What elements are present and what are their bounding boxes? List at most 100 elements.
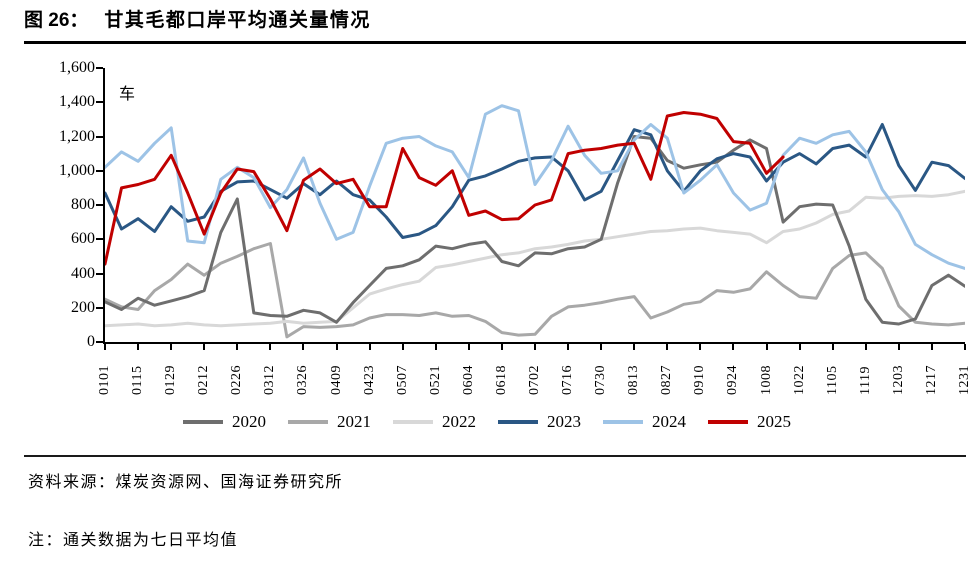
x-tick-label: 0507 [394,365,410,395]
x-tick-label: 0101 [97,365,112,395]
x-tick-label: 0129 [163,365,179,395]
figure-number: 图 26： [24,10,89,31]
x-tick-label: 0827 [659,365,675,395]
x-tick-mark [401,344,404,350]
y-tick-mark [96,67,103,69]
chart-legend: 2020 2021 2022 2023 2024 2025 [0,412,974,432]
x-tick-label: 0423 [361,365,377,395]
x-tick-mark [236,344,239,350]
x-tick-mark [864,344,867,350]
x-tick-label: 1022 [791,365,807,395]
legend-swatch-2024 [603,420,643,424]
x-tick-label: 0326 [295,365,311,395]
legend-item-2021: 2021 [288,412,371,432]
x-tick-label: 0618 [493,365,509,395]
legend-label-2021: 2021 [337,412,371,431]
y-tick-label: 400 [71,264,95,282]
x-tick-mark [203,344,206,350]
legend-item-2025: 2025 [708,412,791,432]
x-tick-label: 0115 [130,365,146,395]
legend-item-2023: 2023 [498,412,581,432]
x-tick-mark [434,344,437,350]
legend-item-2024: 2024 [603,412,686,432]
series-line-2023 [105,123,965,239]
legend-swatch-2020 [183,420,223,424]
x-tick-mark [335,344,338,350]
x-tick-mark [534,344,536,350]
x-tick-mark [104,344,106,350]
x-tick-label: 0226 [229,365,245,395]
legend-label-2024: 2024 [652,412,686,431]
series-line-2024 [105,104,965,270]
x-tick-mark [500,344,503,350]
legend-label-2023: 2023 [547,412,581,431]
x-tick-mark [732,344,735,350]
x-tick-mark [930,344,933,350]
y-tick-mark [96,306,103,309]
x-tick-label: 0813 [626,365,642,395]
x-tick-label: 0409 [328,365,344,395]
x-tick-label: 1203 [890,365,906,395]
x-tick-label: 0312 [262,365,278,395]
x-tick-mark [567,344,570,350]
x-tick-label: 0521 [427,365,443,395]
x-tick-label: 0702 [527,365,542,395]
y-tick-label: 1,000 [59,161,95,179]
figure-title-bar: 图 26： 甘其毛都口岸平均通关量情况 [24,5,966,44]
x-tick-mark [633,344,636,350]
x-tick-mark [964,344,966,350]
x-tick-label: 0730 [593,365,609,395]
x-tick-mark [798,344,801,350]
y-tick-label: 800 [71,196,95,213]
legend-label-2025: 2025 [757,412,791,431]
legend-swatch-2021 [288,420,328,424]
x-tick-mark [600,344,603,350]
x-tick-label: 0604 [460,365,476,395]
y-tick-mark [96,169,103,172]
data-note: 注：通关数据为七日平均值 [28,532,239,549]
series-line-2025 [105,111,785,266]
legend-swatch-2022 [393,420,433,424]
x-tick-mark [467,344,470,350]
x-tick-label: 0910 [692,365,708,395]
x-tick-mark [368,344,371,350]
footer-divider [24,455,966,457]
y-tick-label: 1,400 [59,93,95,111]
y-tick-mark [96,135,103,138]
x-tick-label: 1231 [957,365,972,395]
line-chart: 车 0 200 400 600 800 1,000 1,200 1,400 1,600 0101… [0,40,974,450]
source-note: 资料来源：煤炭资源网、国海证券研究所 [28,474,344,491]
x-tick-label: 1008 [758,365,774,395]
legend-label-2020: 2020 [232,412,266,431]
legend-label-2022: 2022 [442,412,476,431]
y-tick-label: 200 [71,298,95,316]
y-tick-label: 1,600 [59,59,95,76]
x-tick-label: 0212 [196,365,212,395]
y-tick-mark [96,341,103,343]
x-tick-mark [699,344,702,350]
legend-swatch-2023 [498,420,538,424]
y-tick-mark [96,272,103,275]
y-tick-label: 1,200 [59,127,95,145]
x-tick-label: 1105 [824,365,840,395]
y-tick-mark [96,238,103,241]
x-tick-mark [897,344,900,350]
x-tick-mark [666,344,669,350]
legend-item-2020: 2020 [183,412,266,432]
y-tick-mark [96,101,103,104]
x-tick-mark [831,344,834,350]
plot-area [103,68,965,344]
series-line-2022 [105,189,965,328]
figure-title: 甘其毛都口岸平均通关量情况 [104,10,371,31]
x-tick-label: 1217 [923,365,939,395]
x-tick-label: 1119 [857,366,873,395]
x-tick-label: 0924 [725,365,741,395]
chart-series-canvas [105,104,965,339]
series-line-2021 [105,242,965,339]
legend-item-2022: 2022 [393,412,476,432]
y-axis-unit-label: 车 [119,86,136,103]
x-tick-mark [765,344,768,350]
y-tick-mark [96,204,103,206]
series-line-2020 [105,135,965,326]
legend-swatch-2025 [708,420,748,424]
